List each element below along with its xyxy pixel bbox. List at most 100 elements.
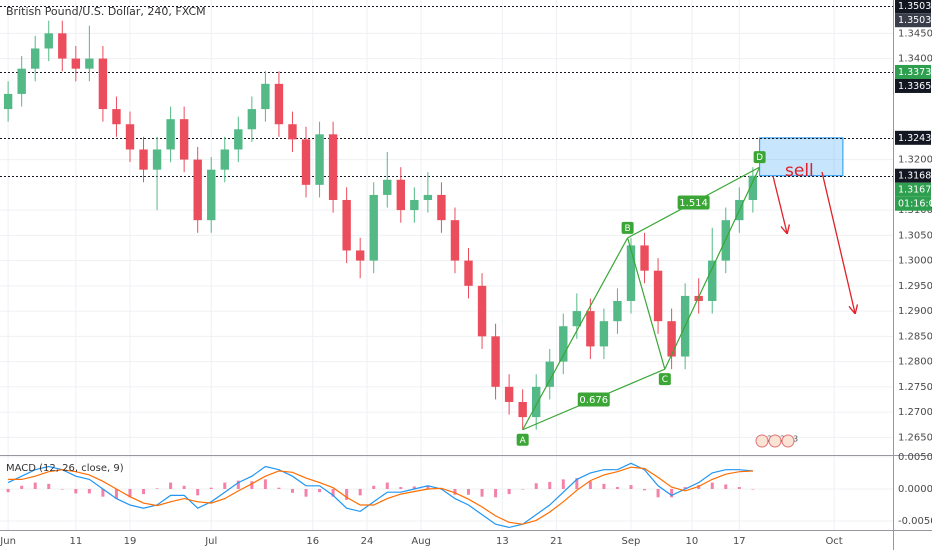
histogram-bar: [345, 488, 349, 500]
candle-body: [17, 68, 26, 94]
grid-layer: [0, 0, 893, 530]
histogram-bar: [142, 488, 146, 495]
pattern-point-label: B: [625, 224, 631, 234]
event-label: 3: [793, 435, 798, 444]
candle-body: [193, 159, 202, 221]
y-tick-label: 1.26500: [898, 432, 932, 443]
candle-body: [599, 321, 609, 347]
candle-body: [342, 199, 351, 251]
y-tick-label: 1.34000: [898, 54, 932, 65]
histogram-bar: [47, 483, 51, 489]
candle-body: [44, 33, 53, 49]
price-badge-label: 1.33735: [898, 67, 932, 78]
histogram-bar: [128, 488, 132, 498]
candle-body: [58, 33, 67, 59]
candle-body: [518, 401, 527, 418]
y-tick-label: -0.0050: [898, 516, 932, 527]
candle-body: [572, 311, 582, 327]
histogram-bar: [575, 478, 579, 489]
candle-body: [274, 83, 284, 125]
event-icon: [755, 434, 769, 448]
candle-body: [396, 179, 405, 211]
candle-body: [125, 124, 135, 150]
macd-line: [7, 462, 753, 529]
candle-body: [71, 58, 81, 69]
x-tick-label: 24: [361, 536, 374, 547]
candle-body: [504, 386, 514, 402]
y-tick-label: 0.0050: [898, 452, 932, 463]
histogram-bar: [656, 488, 660, 498]
histogram-bar: [236, 480, 240, 489]
histogram-bar: [74, 488, 78, 494]
plot-layer: A B C D 0.676 1.514: [0, 6, 893, 529]
histogram-bar: [33, 482, 37, 489]
y-tick-label: 1.34500: [898, 28, 932, 39]
sell-arrow: [821, 171, 855, 313]
ratio-badge: [677, 195, 710, 210]
histogram-bar: [6, 488, 10, 493]
countdown-label: 01:16:05: [898, 199, 932, 210]
y-tick-label: 1.27000: [898, 407, 932, 418]
pattern-line: [664, 166, 761, 370]
x-tick-label: 11: [69, 536, 82, 547]
y-tick-label: 1.32000: [898, 155, 932, 166]
candle-body: [288, 124, 297, 140]
candle-body: [708, 260, 717, 301]
candle-body: [85, 58, 94, 69]
pattern-point-badge: [621, 221, 634, 234]
histogram-bar: [372, 485, 376, 489]
candle-body: [166, 119, 175, 150]
candle-body: [383, 179, 392, 195]
pattern-point-label: C: [662, 375, 668, 385]
candle-body: [532, 386, 541, 418]
y-tick-label: 1.29000: [898, 306, 932, 317]
pattern-point-badge: [753, 151, 766, 164]
candle-body: [477, 285, 487, 337]
candle-body: [450, 220, 460, 261]
candle-body: [640, 245, 649, 271]
sell-zone: [759, 137, 844, 177]
histogram-bar: [710, 482, 714, 489]
price-badge: [895, 130, 931, 145]
histogram-bar: [318, 488, 322, 493]
x-tick-label: 17: [733, 536, 746, 547]
macd-line: [8, 466, 753, 525]
histogram-bar: [615, 487, 619, 489]
histogram-bar: [290, 488, 294, 493]
chart-title: British Pound/U.S. Dollar, 240, FXCM: [6, 5, 206, 18]
histogram-bar: [250, 481, 254, 489]
candle-body: [369, 194, 378, 261]
candle-body: [234, 129, 243, 150]
candle-body: [98, 58, 108, 110]
histogram-bar: [87, 488, 91, 494]
candle-body: [220, 149, 229, 170]
histogram-bar: [534, 483, 538, 489]
price-badge-label: 1.31679: [898, 185, 932, 196]
x-tick-label: Sep: [622, 536, 641, 547]
histogram-bar: [101, 488, 105, 497]
histogram-bar: [629, 485, 633, 489]
x-tick-label: 13: [496, 536, 509, 547]
y-tick-label: 1.27500: [898, 382, 932, 393]
histogram-bar: [331, 488, 335, 497]
event-icon: [768, 434, 782, 448]
candle-body: [586, 311, 595, 347]
candle-body: [748, 175, 758, 200]
candle-body: [437, 194, 446, 221]
histogram-bar: [60, 488, 64, 490]
histogram-bar: [196, 488, 200, 496]
x-tick-label: Aug: [411, 536, 431, 547]
x-tick-label: Oct: [825, 536, 842, 547]
y-tick-label: 0.0000: [898, 484, 932, 495]
y-tick-label: 1.28000: [898, 357, 932, 368]
candle-body: [559, 326, 568, 362]
histogram-bar: [169, 482, 173, 489]
histogram-bar: [385, 482, 389, 489]
sell-arrow: [772, 175, 787, 233]
price-badge: [895, 64, 931, 79]
candle-body: [328, 134, 338, 200]
candle-body: [247, 109, 257, 130]
histogram-bar: [548, 481, 552, 489]
ratio-badge: [577, 392, 610, 407]
